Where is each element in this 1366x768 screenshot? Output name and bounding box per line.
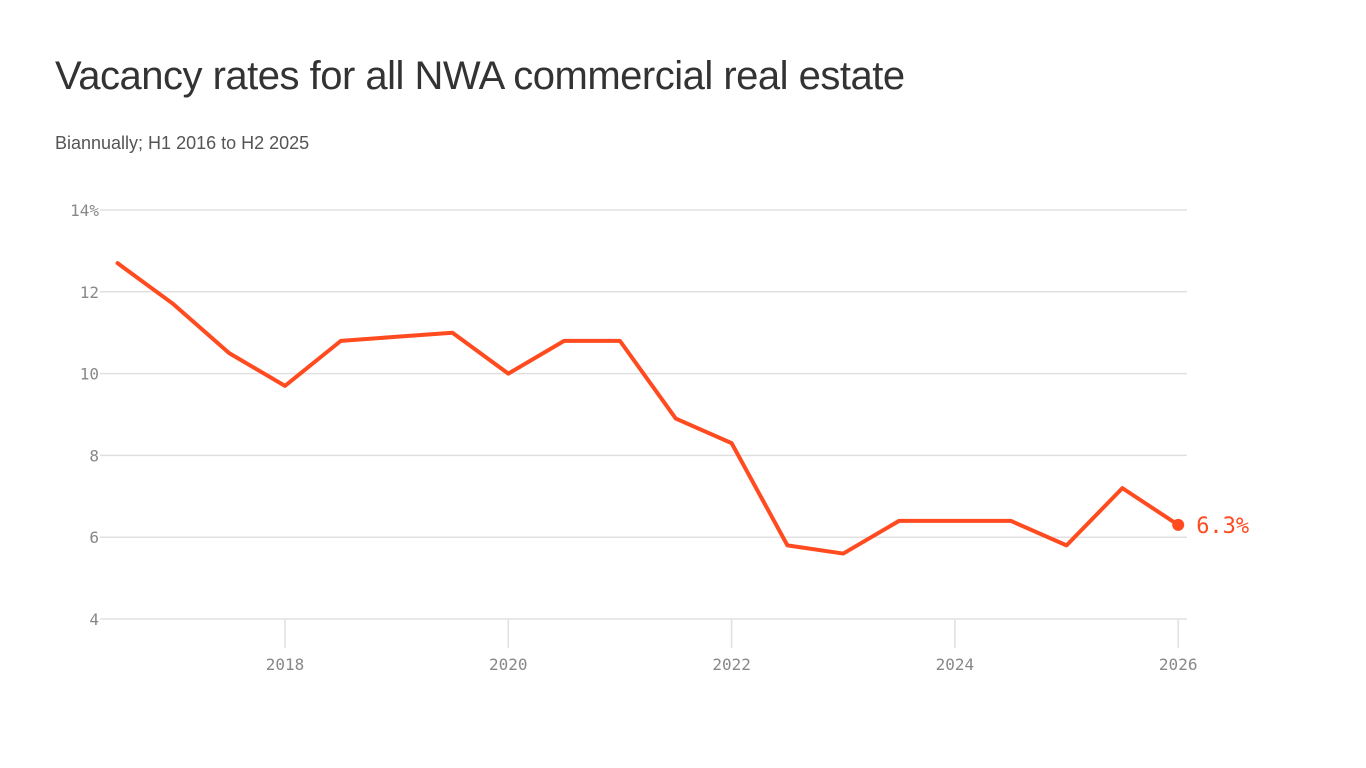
y-tick-label: 14%	[70, 201, 99, 220]
x-tick-label: 2018	[266, 655, 305, 674]
chart-subtitle: Biannually; H1 2016 to H2 2025	[55, 133, 310, 153]
y-tick-label: 6	[89, 528, 99, 547]
end-value-label: 6.3%	[1196, 514, 1249, 539]
y-tick-label: 10	[80, 365, 99, 384]
y-tick-label: 4	[89, 610, 99, 629]
y-tick-label: 8	[89, 446, 99, 465]
x-tick-label: 2022	[712, 655, 751, 674]
x-tick-label: 2020	[489, 655, 528, 674]
x-tick-label: 2026	[1159, 655, 1198, 674]
x-tick-label: 2024	[936, 655, 975, 674]
end-point	[1172, 518, 1185, 531]
y-tick-label: 12	[80, 283, 99, 302]
chart-title: Vacancy rates for all NWA commercial rea…	[55, 54, 905, 98]
series-line	[115, 261, 1181, 556]
